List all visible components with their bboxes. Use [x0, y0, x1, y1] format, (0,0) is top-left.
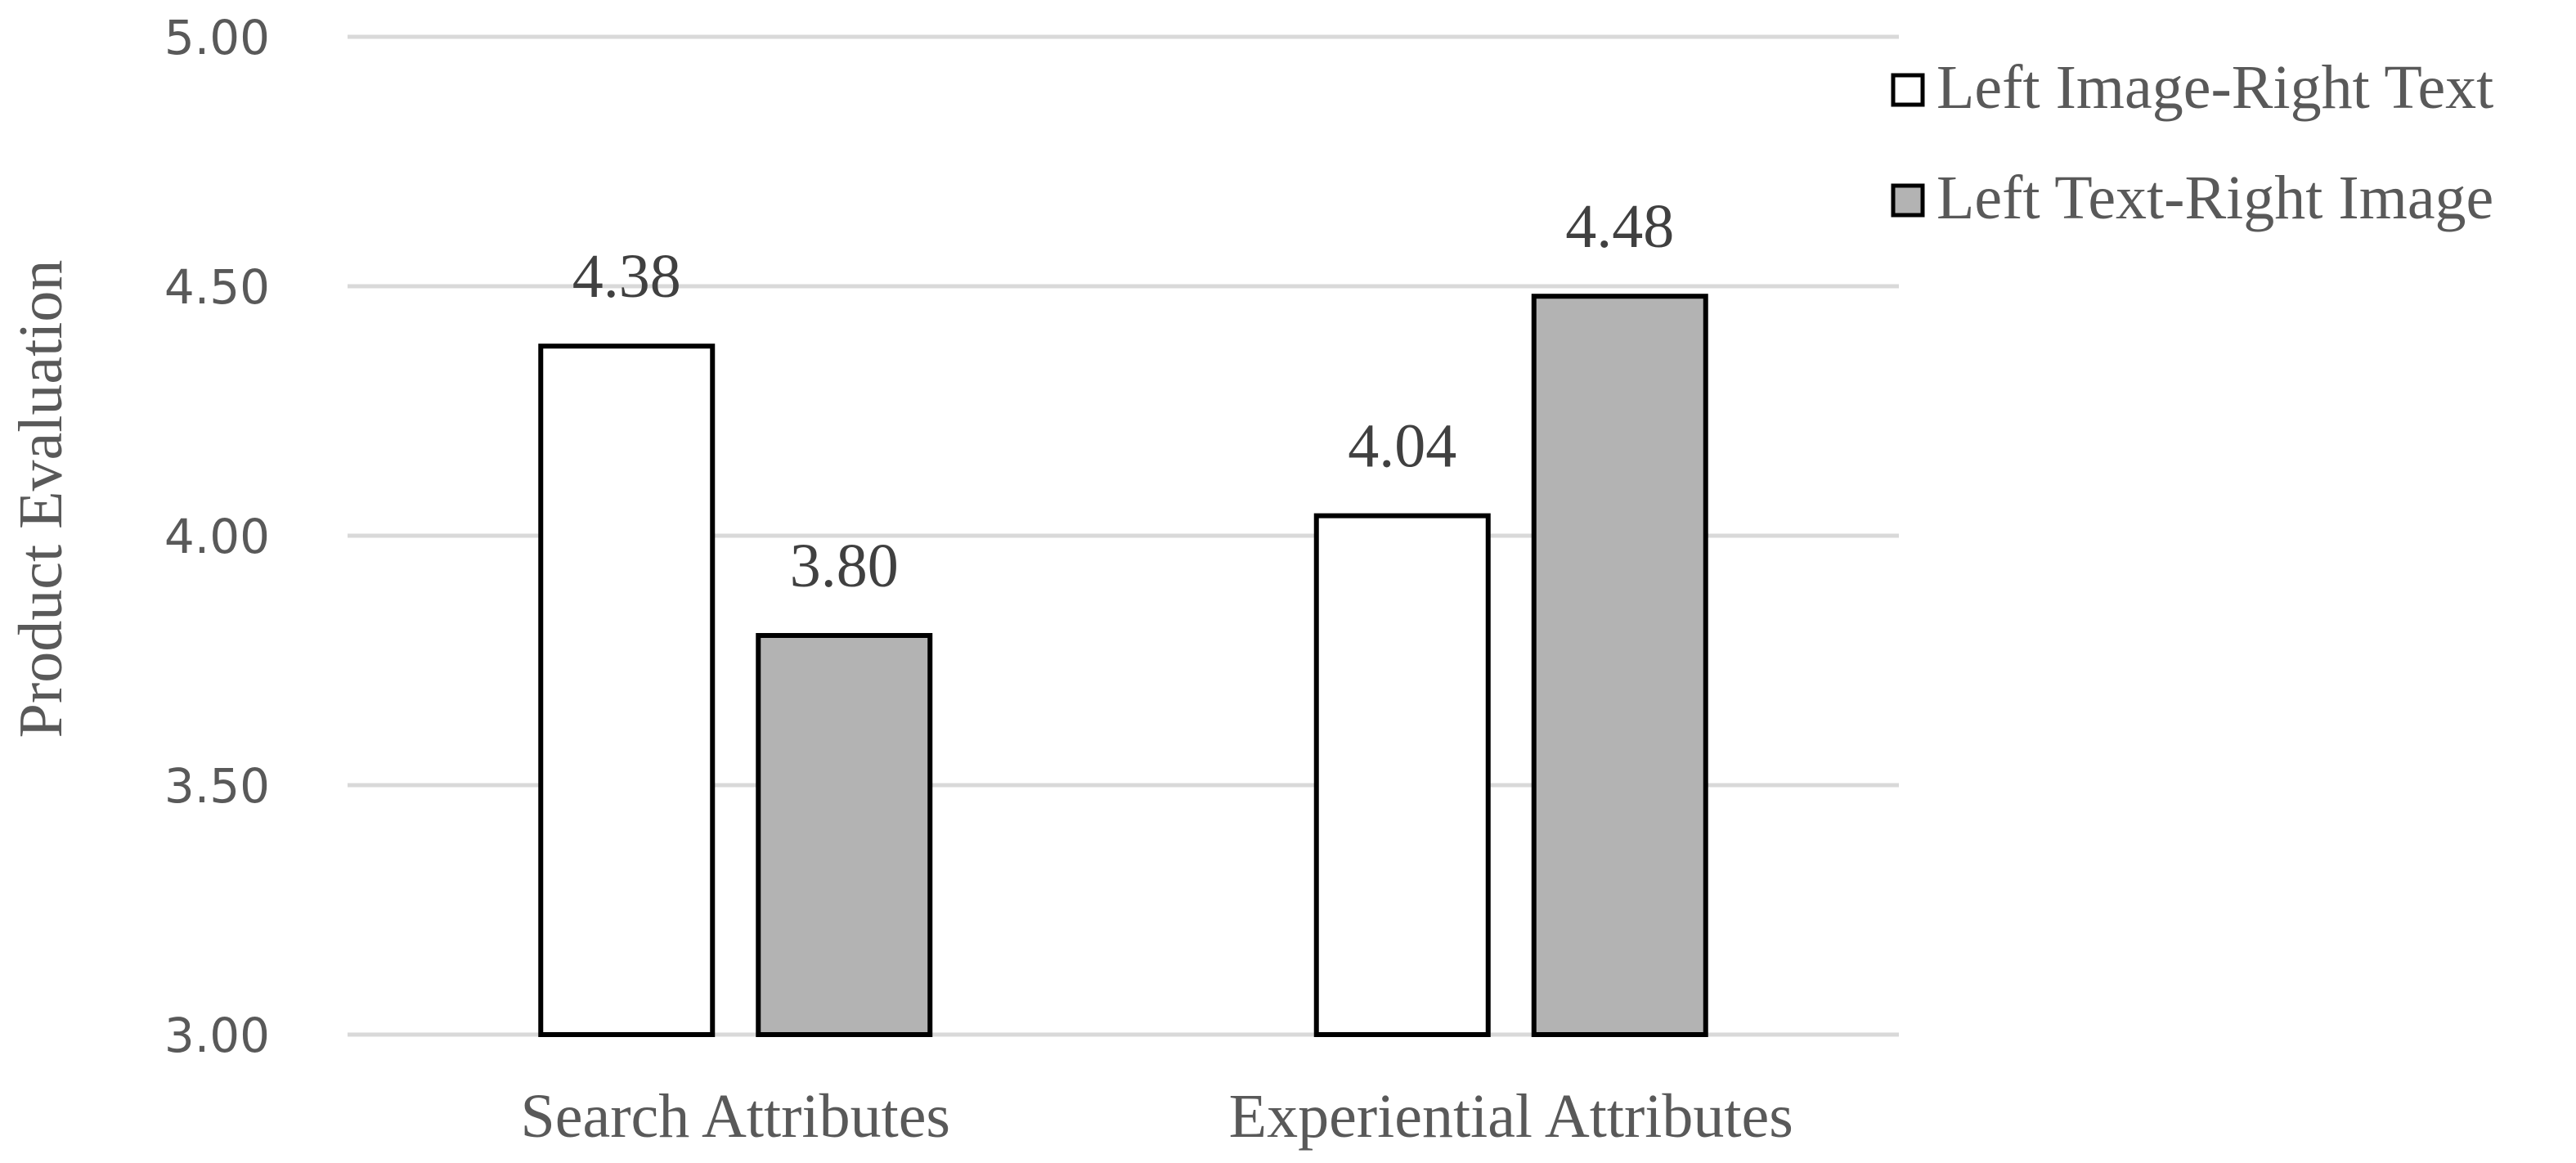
- x-axis-categories: Search Attributes Experiential Attributes: [520, 1082, 1793, 1151]
- bar: [1313, 513, 1491, 1037]
- x-category-label: Search Attributes: [520, 1082, 950, 1151]
- y-tick-label: 3.00: [164, 1008, 270, 1063]
- bars: [538, 294, 1708, 1037]
- legend-label: Left Text-Right Image: [1936, 164, 2493, 232]
- bar: [756, 633, 933, 1037]
- y-tick-label: 4.00: [164, 509, 270, 564]
- data-label: 3.80: [790, 532, 899, 600]
- y-tick-label: 4.50: [164, 259, 270, 315]
- legend: Left Image-Right Text Left Text-Right Ima…: [1891, 53, 2493, 232]
- data-label: 4.38: [572, 242, 681, 311]
- legend-swatch: [1891, 183, 1925, 218]
- x-category-label: Experiential Attributes: [1229, 1082, 1793, 1151]
- legend-swatch: [1891, 73, 1925, 107]
- y-axis-title: Product Evaluation: [7, 260, 75, 739]
- data-label: 4.04: [1348, 412, 1456, 481]
- data-label: 4.48: [1565, 192, 1674, 261]
- bar: [538, 344, 716, 1037]
- y-tick-label: 5.00: [164, 10, 270, 65]
- y-tick-label: 3.50: [164, 758, 270, 814]
- legend-label: Left Image-Right Text: [1936, 53, 2493, 122]
- bar: [1531, 294, 1708, 1037]
- y-axis-ticks: 3.00 3.50 4.00 4.50 5.00: [164, 10, 270, 1063]
- data-labels: 4.38 3.80 4.04 4.48: [572, 192, 1675, 600]
